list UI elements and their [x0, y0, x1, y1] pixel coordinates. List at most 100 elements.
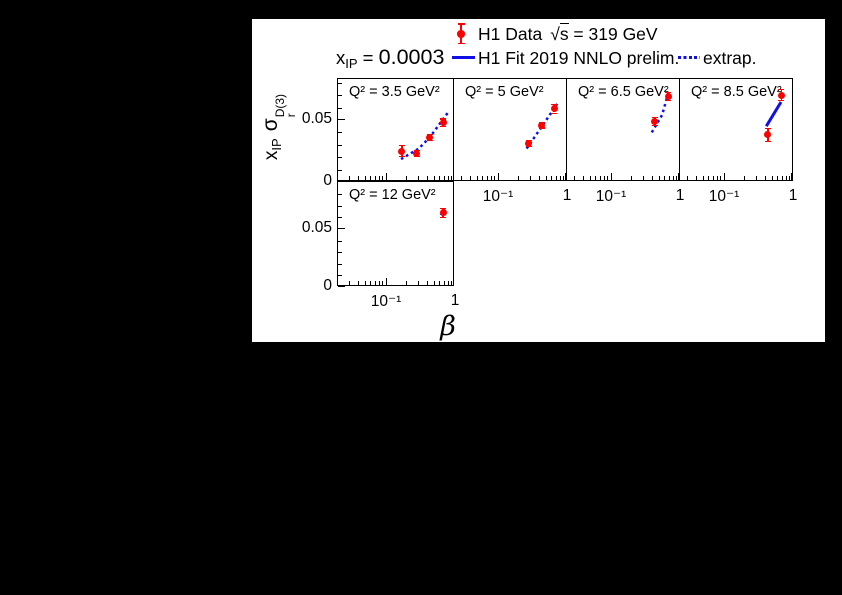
panel-4: Q² = 8.5 GeV² 10⁻¹ 1 — [680, 78, 797, 205]
x-tick-label: 10⁻¹ — [595, 188, 627, 205]
x-axis-tick — [720, 176, 722, 180]
data-point — [764, 131, 772, 139]
y-axis-minor-tick — [338, 107, 342, 109]
x-axis-tick — [781, 176, 783, 180]
y-axis-minor-tick — [338, 157, 342, 159]
y-axis-minor-tick — [338, 263, 342, 265]
x-axis-tick — [364, 176, 366, 180]
data-point — [439, 209, 447, 217]
x-axis-tick — [453, 278, 454, 285]
error-bar-cap — [551, 104, 558, 106]
x-axis-tick — [603, 176, 605, 180]
x-axis-tick — [406, 281, 408, 285]
x-axis-tick — [610, 173, 612, 180]
curve-layer — [439, 208, 446, 216]
x-tick-label: 1 — [675, 187, 685, 204]
error-bar-cap — [764, 141, 771, 143]
x-axis-tick — [678, 173, 679, 180]
error-bar-cap — [398, 145, 405, 147]
error-bar-cap — [651, 125, 658, 127]
x-axis-tick — [427, 176, 428, 180]
y-axis-minor-tick — [338, 82, 342, 84]
legend-data-entry: H1 Data √s = 319 GeV — [478, 23, 658, 45]
x-axis-tick — [563, 176, 565, 180]
x-axis-tick — [482, 176, 484, 180]
energy-value: = 319 GeV — [568, 24, 658, 44]
x-axis-tick — [643, 176, 645, 180]
x-axis-tick — [364, 281, 366, 285]
error-bar-cap — [665, 100, 672, 102]
x-tick-label: 1 — [450, 292, 460, 309]
x-axis-tick — [789, 176, 791, 180]
data-point — [777, 91, 785, 99]
x-axis-tick — [476, 176, 478, 180]
sqrt-symbol: √ — [550, 24, 560, 44]
data-point — [550, 105, 558, 113]
x-axis-tick — [433, 176, 435, 180]
x-axis-tick — [744, 176, 746, 180]
error-cap-icon — [457, 42, 465, 44]
x-axis-tick — [461, 176, 463, 180]
x-axis-tick — [723, 173, 725, 180]
x-axis-tick — [439, 281, 441, 285]
error-bar-cap — [778, 100, 785, 102]
x-axis-tick — [658, 176, 660, 180]
curve-layer — [525, 103, 559, 150]
title-sub-ip: IP — [345, 56, 358, 71]
x-axis-tick — [486, 176, 488, 180]
x-axis-tick — [418, 281, 420, 285]
data-point — [651, 117, 659, 125]
curve-layer — [650, 92, 670, 134]
curve-layer — [400, 111, 449, 161]
x-axis-tick — [443, 281, 445, 285]
panel-label: Q² = 6.5 GeV² — [578, 84, 669, 100]
x-axis-tick — [451, 281, 453, 285]
error-bar-cap — [440, 118, 446, 120]
y-tick-label: 0 — [323, 172, 332, 189]
y-axis-minor-tick — [338, 240, 342, 242]
x-axis-tick — [583, 176, 584, 180]
y-axis-tick — [338, 286, 345, 287]
error-bar-cap — [778, 89, 785, 91]
legend-data-label: H1 Data — [478, 24, 543, 44]
x-axis-tick — [559, 176, 561, 180]
panel-label: Q² = 3.5 GeV² — [349, 84, 440, 100]
error-bar-cap — [440, 207, 446, 209]
fit-line-icon — [452, 56, 475, 59]
x-axis-tick — [451, 176, 453, 180]
title-value: 0.0003 — [378, 45, 445, 69]
x-axis-tick — [687, 176, 689, 180]
x-axis-tick — [453, 173, 454, 180]
data-point — [426, 133, 434, 141]
x-axis-tick — [374, 281, 376, 285]
data-point — [398, 147, 406, 155]
x-axis-tick — [664, 176, 666, 180]
x-axis-tick — [447, 176, 449, 180]
title-equals: = — [357, 47, 379, 68]
x-axis-tick — [349, 176, 351, 180]
x-axis-tick — [599, 176, 601, 180]
x-axis-tick — [716, 176, 718, 180]
x-axis-tick — [565, 173, 566, 180]
x-axis-tick — [589, 176, 591, 180]
x-axis-tick — [791, 173, 792, 180]
x-axis-tick — [555, 176, 557, 180]
x-axis-tick — [765, 176, 766, 180]
x-axis-tick — [385, 173, 387, 180]
y-axis-minor-tick — [338, 132, 342, 134]
y-axis-minor-tick — [338, 252, 342, 254]
data-point — [664, 92, 672, 100]
x-axis-tick — [378, 281, 380, 285]
sqrt-s: s — [559, 23, 569, 44]
x-axis-tick — [607, 176, 609, 180]
x-axis-tick — [777, 176, 779, 180]
x-axis-tick — [382, 281, 384, 285]
x-axis-tick — [374, 176, 376, 180]
y-axis-minor-tick — [338, 144, 342, 146]
x-axis-tick — [756, 176, 758, 180]
curve-layer — [765, 101, 783, 127]
error-cap-icon — [457, 23, 465, 25]
red-dot-icon — [457, 30, 465, 38]
y-axis-minor-tick — [338, 217, 342, 219]
y-axis-tick — [338, 228, 345, 229]
